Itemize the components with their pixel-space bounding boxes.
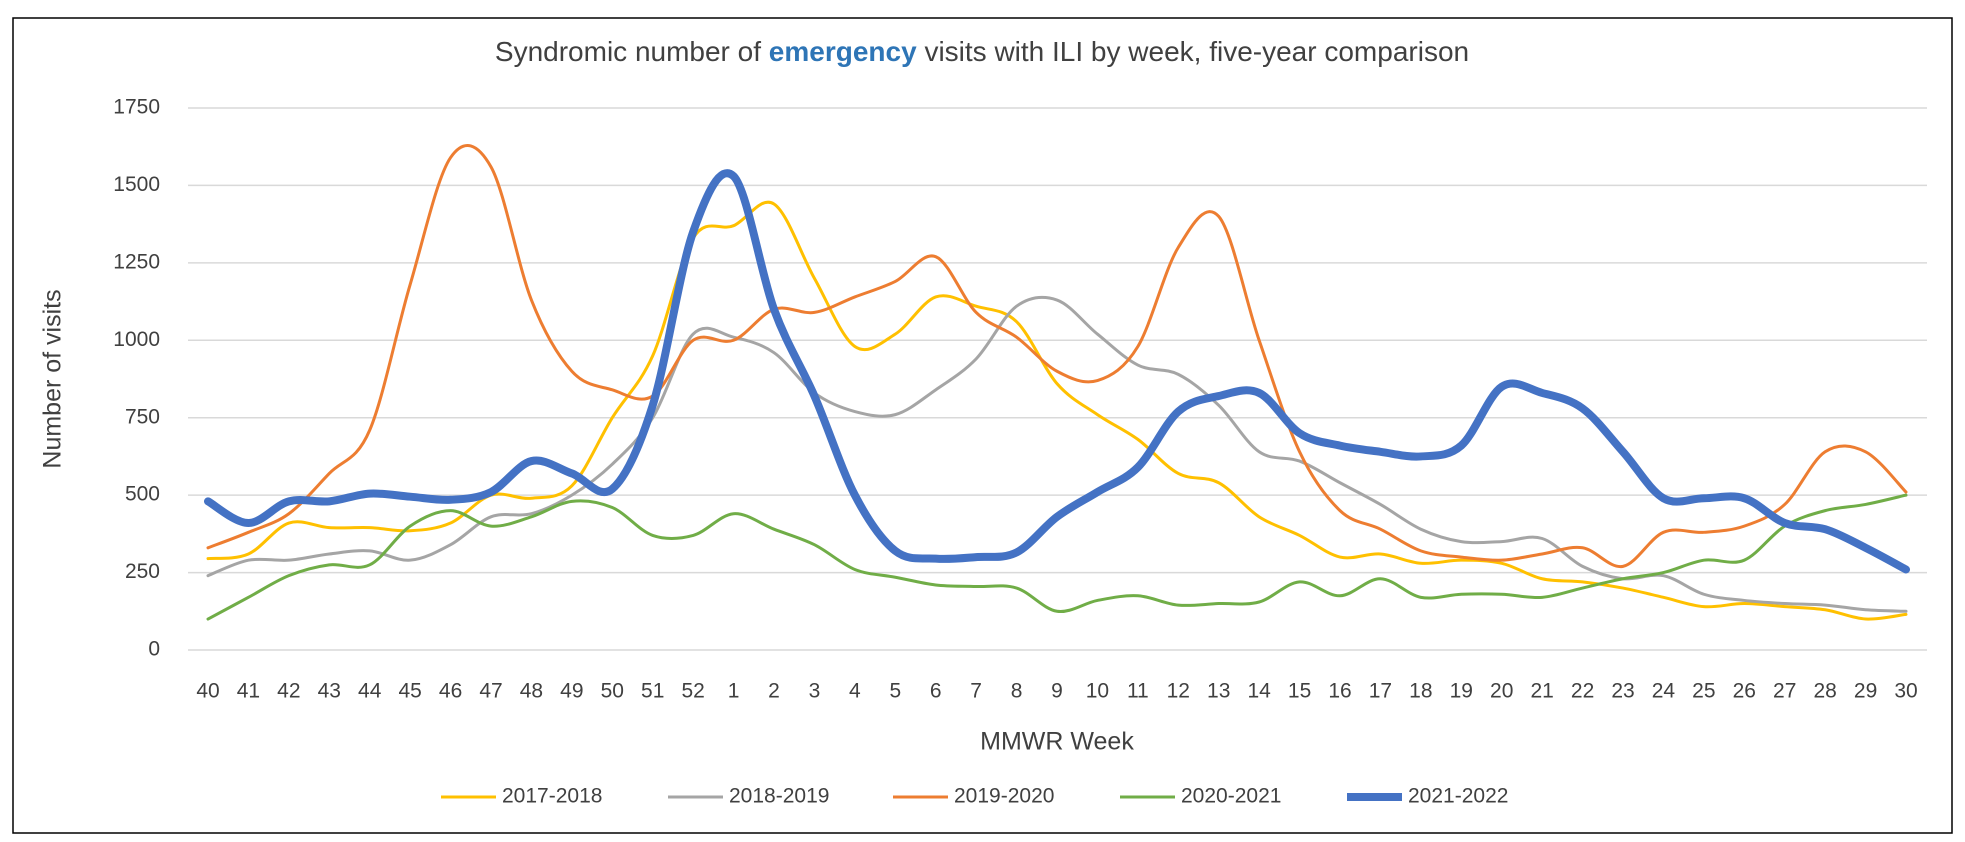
series-line	[206, 493, 1908, 621]
x-tick-label: 47	[479, 680, 502, 703]
x-tick-label: 7	[970, 680, 982, 703]
x-tick-label: 24	[1652, 680, 1676, 703]
x-tick-label: 45	[398, 680, 421, 703]
x-tick-label: 41	[237, 680, 260, 703]
series-line	[204, 169, 1910, 574]
y-tick-label: 1000	[113, 328, 160, 351]
x-tick-label: 12	[1167, 680, 1190, 703]
x-tick-label: 43	[318, 680, 341, 703]
x-tick-label: 40	[196, 680, 219, 703]
x-tick-label: 28	[1813, 680, 1836, 703]
x-tick-label: 44	[358, 680, 382, 703]
y-tick-label: 1750	[113, 96, 160, 119]
x-tick-label: 50	[601, 680, 624, 703]
y-tick-label: 1250	[113, 250, 160, 273]
x-tick-label: 26	[1733, 680, 1756, 703]
x-tick-label: 23	[1611, 680, 1634, 703]
chart-title: Syndromic number of emergency visits wit…	[495, 36, 1469, 67]
x-tick-label: 19	[1450, 680, 1473, 703]
x-tick-label: 18	[1409, 680, 1432, 703]
x-tick-label: 25	[1692, 680, 1715, 703]
x-tick-label: 8	[1011, 680, 1023, 703]
legend-label: 2017-2018	[502, 785, 602, 808]
x-axis-label: MMWR Week	[980, 728, 1134, 756]
y-tick-label: 500	[125, 483, 160, 506]
x-tick-label: 30	[1894, 680, 1917, 703]
x-tick-label: 27	[1773, 680, 1796, 703]
x-tick-label: 20	[1490, 680, 1513, 703]
x-tick-label: 48	[520, 680, 543, 703]
chart-border	[12, 17, 1953, 834]
y-tick-label: 0	[148, 638, 160, 661]
x-tick-label: 13	[1207, 680, 1230, 703]
y-tick-label: 1500	[113, 173, 160, 196]
legend-label: 2021-2022	[1408, 785, 1508, 808]
x-tick-label: 51	[641, 680, 664, 703]
x-tick-label: 52	[681, 680, 704, 703]
x-tick-label: 16	[1328, 680, 1351, 703]
x-tick-label: 6	[930, 680, 942, 703]
title-part: emergency	[769, 36, 917, 67]
x-tick-label: 17	[1369, 680, 1392, 703]
y-axis-label: Number of visits	[39, 289, 67, 468]
y-tick-label: 250	[125, 560, 160, 583]
x-tick-label: 14	[1247, 680, 1271, 703]
title-part: Syndromic number of	[495, 36, 769, 67]
x-tick-label: 10	[1086, 680, 1109, 703]
x-tick-label: 46	[439, 680, 462, 703]
x-tick-label: 5	[889, 680, 901, 703]
series-line	[206, 144, 1908, 568]
x-tick-label: 1	[728, 680, 740, 703]
series-line	[206, 200, 1908, 621]
legend-label: 2018-2019	[729, 785, 829, 808]
legend-label: 2020-2021	[1181, 785, 1281, 808]
x-tick-label: 2	[768, 680, 780, 703]
x-tick-label: 9	[1051, 680, 1063, 703]
title-part: visits with ILI by week, five-year compa…	[917, 36, 1469, 67]
x-tick-label: 42	[277, 680, 300, 703]
x-tick-label: 11	[1127, 680, 1149, 703]
x-tick-label: 29	[1854, 680, 1877, 703]
x-tick-label: 3	[809, 680, 821, 703]
x-tick-label: 15	[1288, 680, 1311, 703]
x-tick-label: 4	[849, 680, 861, 703]
x-tick-label: 49	[560, 680, 583, 703]
x-tick-label: 22	[1571, 680, 1594, 703]
y-tick-label: 750	[125, 405, 160, 428]
x-tick-label: 21	[1530, 680, 1553, 703]
legend-label: 2019-2020	[954, 785, 1054, 808]
